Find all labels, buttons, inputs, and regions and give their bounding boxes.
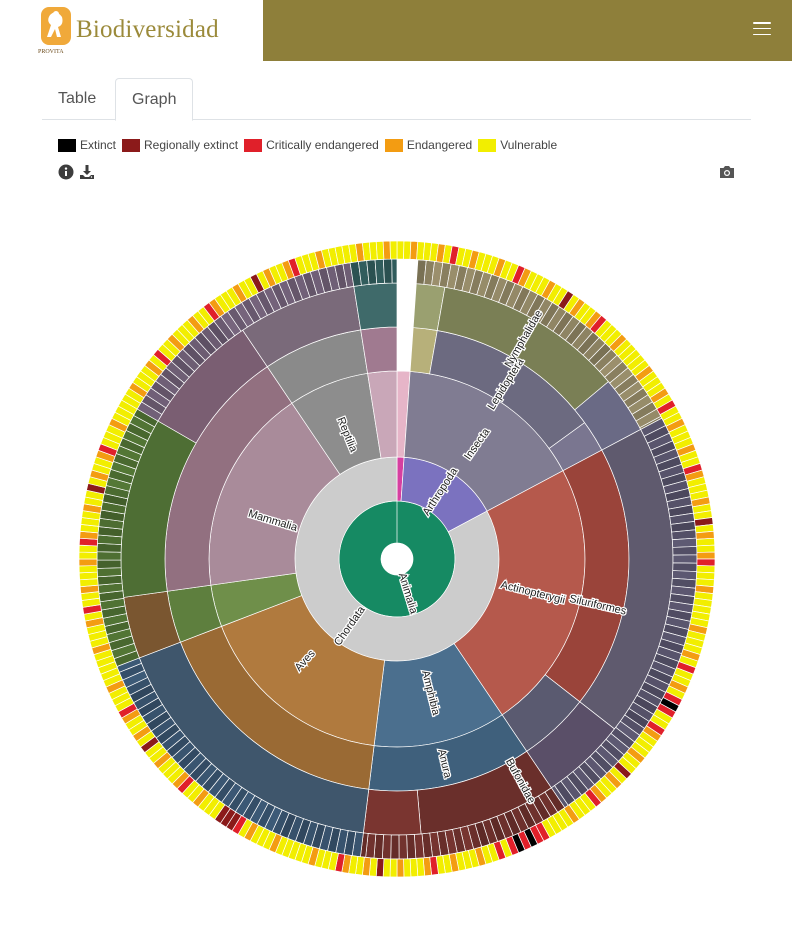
sunburst-status-segment[interactable] (403, 240, 412, 260)
sunburst-species-segment[interactable] (374, 258, 385, 285)
info-circle-icon[interactable] (58, 164, 74, 180)
sunburst-species-segment[interactable] (391, 258, 398, 284)
sunburst-status-segment[interactable] (78, 551, 98, 560)
sunburst-chart[interactable]: AnimaliaArthropodaChordataInsectaActinop… (0, 200, 792, 900)
sunburst-status-segment[interactable] (78, 571, 99, 581)
download-icon[interactable] (79, 164, 95, 180)
sunburst-status-segment[interactable] (403, 858, 412, 878)
tab-table[interactable]: Table (58, 90, 97, 107)
legend-item-vulnerable: Vulnerable (478, 138, 557, 152)
navbar-accent-band (263, 0, 792, 61)
sunburst-status-segment[interactable] (389, 240, 398, 260)
sunburst-species-segment[interactable] (96, 551, 122, 561)
legend-item-extinct: Extinct (58, 138, 116, 152)
sunburst-species-segment[interactable] (672, 554, 698, 564)
hamburger-menu-icon[interactable] (753, 22, 771, 36)
sunburst-status-segment[interactable] (375, 240, 385, 261)
sunburst-status-segment[interactable] (696, 565, 716, 574)
brand-logo[interactable]: PROVITA Biodiversidad (38, 4, 238, 56)
sunburst-species-segment[interactable] (672, 546, 698, 556)
legend-swatch (122, 138, 141, 152)
legend-item-critically-endangered: Critically endangered (244, 138, 379, 152)
legend-swatch (244, 138, 263, 152)
legend-item-regionally-extinct: Regionally extinct (122, 138, 238, 152)
sunburst-status-segment[interactable] (696, 551, 716, 560)
legend-swatch (58, 138, 76, 152)
sunburst-status-segment[interactable] (396, 858, 405, 878)
sunburst-status-segment[interactable] (389, 858, 398, 878)
sunburst-status-segment[interactable] (382, 240, 391, 260)
top-navbar: PROVITA Biodiversidad (0, 0, 792, 61)
sunburst-species-segment[interactable] (672, 562, 698, 572)
sunburst-status-segment[interactable] (696, 544, 716, 553)
legend-label: Endangered (406, 138, 473, 152)
sunburst-status-segment[interactable] (396, 240, 405, 260)
status-legend: Extinct Regionally extinct Critically en… (58, 137, 563, 153)
sunburst-species-segment[interactable] (96, 559, 122, 569)
sunburst-species-segment[interactable] (390, 834, 400, 860)
sunburst-node-order-e[interactable] (360, 326, 398, 374)
view-tabs: Table Graph (42, 78, 751, 121)
sunburst-status-segment[interactable] (382, 858, 391, 878)
sunburst-node-family-g[interactable] (353, 282, 398, 331)
camera-icon[interactable] (719, 165, 735, 179)
sunburst-species-segment[interactable] (406, 834, 417, 860)
logo-small-text: PROVITA (38, 49, 64, 55)
sunburst-status-segment[interactable] (78, 544, 98, 553)
sunburst-species-segment[interactable] (383, 258, 393, 284)
sunburst-status-segment[interactable] (78, 558, 98, 567)
tab-graph[interactable]: Graph (115, 78, 194, 121)
sunburst-species-segment[interactable] (671, 537, 698, 548)
legend-swatch (384, 138, 403, 152)
legend-item-endangered: Endangered (384, 138, 473, 152)
sunburst-center[interactable] (381, 543, 413, 575)
legend-label: Regionally extinct (144, 138, 239, 152)
legend-label: Vulnerable (500, 138, 558, 152)
sunburst-status-segment[interactable] (695, 537, 716, 547)
provita-logo-icon: PROVITA (38, 5, 74, 55)
sunburst-node-family-d[interactable] (362, 788, 422, 836)
legend-label: Critically endangered (266, 138, 379, 152)
brand-name: Biodiversidad (76, 16, 219, 43)
legend-label: Extinct (80, 138, 117, 152)
sunburst-species-segment[interactable] (96, 567, 122, 578)
sunburst-status-segment[interactable] (696, 558, 716, 567)
sunburst-status-segment[interactable] (78, 565, 98, 574)
sunburst-status-segment[interactable] (409, 857, 419, 878)
sunburst-species-segment[interactable] (398, 834, 408, 860)
legend-swatch (478, 138, 497, 152)
